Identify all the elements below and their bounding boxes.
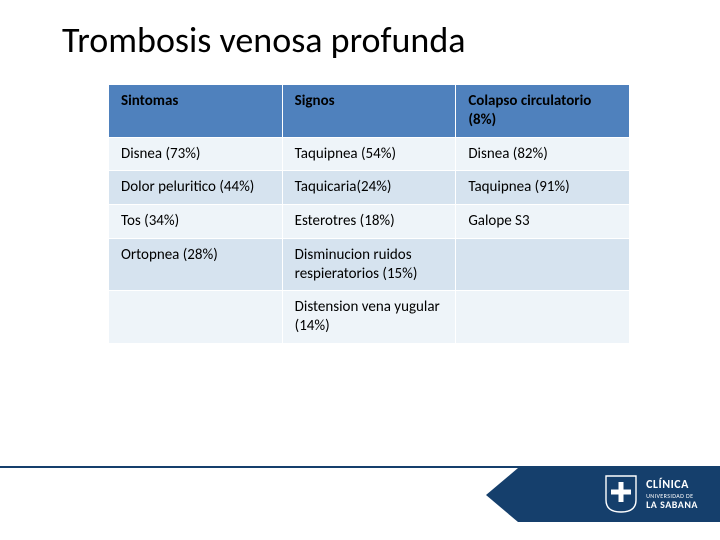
cell: Galope S3 [456,205,630,239]
table-container: Sintomas Signos Colapso circulatorio (8%… [0,62,720,344]
brand-text: CLÍNICA UNIVERSIDAD DE LA SABANA [646,479,698,510]
cell: Disminucion ruidos respieratorios (15%) [282,238,456,291]
table-row: Tos (34%) Esterotres (18%) Galope S3 [109,205,630,239]
slide-title: Trombosis venosa profunda [0,0,720,62]
table-row: Dolor peluritico (44%) Taquicaria(24%) T… [109,171,630,205]
footer-brand-block: CLÍNICA UNIVERSIDAD DE LA SABANA [518,468,720,522]
table-row: Distension vena yugular (14%) [109,291,630,344]
footer-chevron-icon [486,468,518,522]
cell [456,291,630,344]
cell: Taquicaria(24%) [282,171,456,205]
brand-logo: CLÍNICA UNIVERSIDAD DE LA SABANA [604,474,698,514]
brand-line-1: CLÍNICA [646,479,698,491]
cell: Taquipnea (54%) [282,137,456,171]
symptoms-table: Sintomas Signos Colapso circulatorio (8%… [108,84,630,344]
cell: Taquipnea (91%) [456,171,630,205]
col-header-signos: Signos [282,85,456,138]
cell: Esterotres (18%) [282,205,456,239]
cell [456,238,630,291]
shield-icon [604,474,638,514]
cell: Distension vena yugular (14%) [282,291,456,344]
cell [109,291,283,344]
col-header-sintomas: Sintomas [109,85,283,138]
cell: Tos (34%) [109,205,283,239]
col-header-colapso: Colapso circulatorio (8%) [456,85,630,138]
cell: Ortopnea (28%) [109,238,283,291]
cell: Disnea (73%) [109,137,283,171]
brand-line-3: LA SABANA [646,500,698,510]
table-row: Disnea (73%) Taquipnea (54%) Disnea (82%… [109,137,630,171]
table-header-row: Sintomas Signos Colapso circulatorio (8%… [109,85,630,138]
cell: Disnea (82%) [456,137,630,171]
table-row: Ortopnea (28%) Disminucion ruidos respie… [109,238,630,291]
footer-band: CLÍNICA UNIVERSIDAD DE LA SABANA [0,466,720,522]
cell: Dolor peluritico (44%) [109,171,283,205]
